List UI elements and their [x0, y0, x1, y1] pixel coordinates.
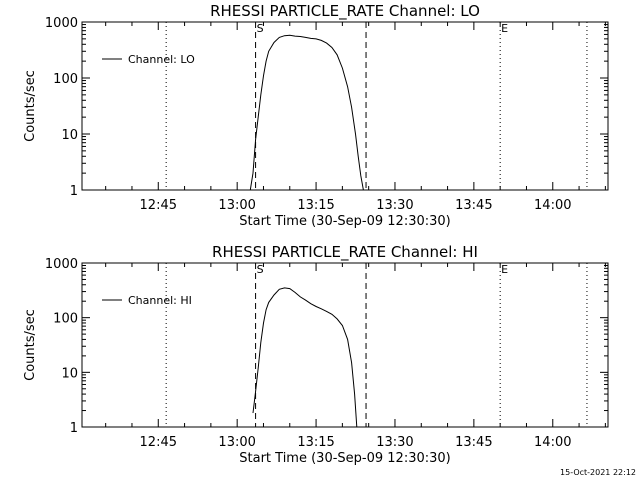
marker-label: S [257, 22, 264, 35]
y-tick-label: 1 [70, 421, 78, 436]
legend-label: Channel: HI [128, 294, 192, 307]
plot-frame [81, 21, 609, 191]
x-tick-label: 14:00 [534, 198, 571, 213]
y-tick-label: 1000 [45, 257, 78, 272]
chart-title: RHESSI PARTICLE_RATE Channel: LO [210, 2, 480, 21]
y-tick-label: 10 [61, 128, 78, 143]
x-axis-label: Start Time (30-Sep-09 12:30:30) [239, 214, 450, 229]
chart-title: RHESSI PARTICLE_RATE Channel: HI [212, 243, 478, 262]
y-axis-label: Counts/sec [23, 70, 38, 142]
x-tick-label: 13:30 [376, 435, 413, 450]
x-tick-label: 13:45 [455, 198, 492, 213]
x-tick-label: 13:30 [376, 198, 413, 213]
footer-timestamp: 15-Oct-2021 22:12 [560, 468, 636, 477]
series-line [252, 287, 358, 428]
y-tick-label: 1000 [45, 16, 78, 31]
x-tick-label: 13:00 [218, 198, 255, 213]
y-tick-label: 100 [53, 72, 78, 87]
marker-label: S [257, 263, 264, 276]
y-tick-label: 10 [61, 366, 78, 381]
x-tick-label: 13:45 [455, 435, 492, 450]
chart-panel-1: RHESSI PARTICLE_RATE Channel: HI 1 10 100 10… [23, 243, 609, 466]
series-line [249, 34, 364, 191]
x-tick-label: 13:00 [218, 435, 255, 450]
y-tick-label: 1 [70, 184, 78, 199]
x-tick-label: 13:15 [297, 198, 334, 213]
x-axis-label: Start Time (30-Sep-09 12:30:30) [239, 451, 450, 466]
x-tick-label: 14:00 [534, 435, 571, 450]
y-axis-label: Counts/sec [23, 309, 38, 381]
legend-label: Channel: LO [128, 53, 195, 66]
y-tick-label: 100 [53, 312, 78, 327]
marker-label: E [501, 263, 508, 276]
x-tick-label: 12:45 [140, 198, 177, 213]
x-tick-label: 12:45 [140, 435, 177, 450]
plot-frame [81, 262, 609, 428]
chart-panel-0: RHESSI PARTICLE_RATE Channel: LO 1 10 100 10… [23, 2, 609, 229]
x-tick-label: 13:15 [297, 435, 334, 450]
marker-label: E [501, 22, 508, 35]
